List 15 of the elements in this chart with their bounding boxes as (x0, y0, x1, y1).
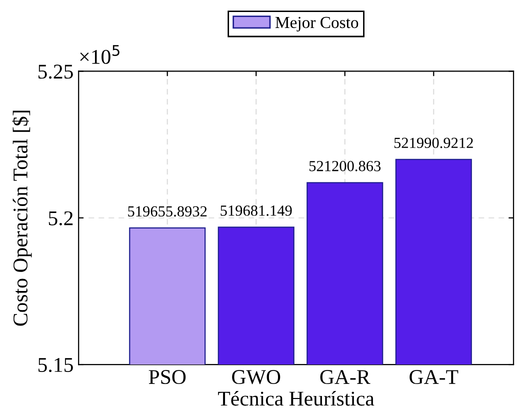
y-axis-title: Costo Operación Total [$] (12, 110, 32, 326)
y-tick-label: 5.15 (38, 358, 73, 372)
y-tick-label: 5.2 (48, 211, 73, 226)
legend-label: Mejor Costo (275, 16, 358, 32)
text: 519655.8932 (128, 206, 207, 217)
text: 521200.863 (309, 160, 381, 172)
text: ×10$^{5}$ (80, 45, 120, 64)
x-axis-title: Técnica Heurística (218, 391, 374, 406)
x-tick-label: GWO (232, 370, 280, 384)
text: 519681.149 (220, 205, 292, 216)
x-tick-label: GA-T (410, 370, 458, 384)
x-tick-label: GA-R (320, 370, 370, 384)
x-tick-label: PSO (148, 370, 186, 384)
y-tick-label: 5.25 (38, 64, 73, 79)
text: 521990.9212 (394, 138, 473, 148)
